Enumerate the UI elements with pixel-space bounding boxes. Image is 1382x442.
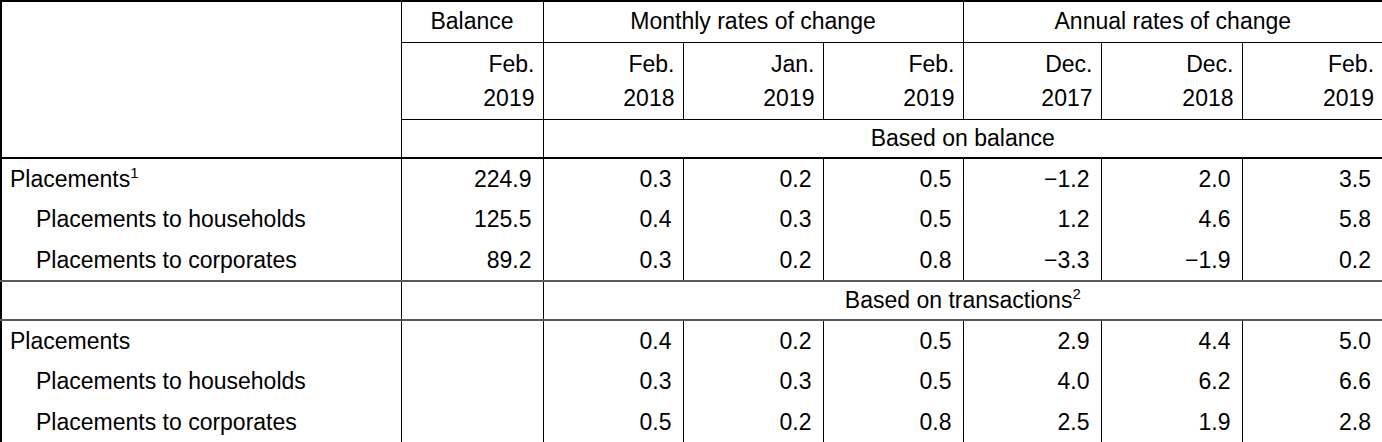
row-footnote-marker: 1 — [130, 164, 138, 181]
period-month: Feb. — [402, 47, 535, 81]
label-blank-cell — [1, 42, 401, 119]
value-cell: 0.2 — [683, 158, 823, 199]
period-month: Dec. — [1102, 47, 1234, 81]
row-label: Placements — [1, 320, 401, 361]
period-header-annual-2: Dec. 2018 — [1101, 42, 1242, 119]
corner-blank-cell — [1, 1, 401, 42]
value-cell: 0.8 — [823, 240, 963, 281]
label-blank-cell — [1, 119, 401, 158]
label-blank-cell — [1, 281, 401, 320]
table-row-households-transactions: Placements to households 0.3 0.3 0.5 4.0… — [1, 361, 1382, 402]
value-cell: 0.3 — [543, 158, 683, 199]
col-header-annual-group: Annual rates of change — [963, 1, 1382, 42]
value-cell: 0.2 — [683, 402, 823, 442]
value-cell: 0.5 — [543, 402, 683, 442]
row-label: Placements1 — [1, 158, 401, 199]
period-month: Feb. — [1243, 47, 1375, 81]
period-month: Feb. — [824, 47, 955, 81]
value-cell: 0.5 — [823, 320, 963, 361]
section-band-balance: Based on balance — [1, 119, 1382, 158]
value-cell: 2.9 — [963, 320, 1101, 361]
value-cell: 6.2 — [1101, 361, 1242, 402]
value-cell: 0.5 — [823, 361, 963, 402]
value-cell: 2.5 — [963, 402, 1101, 442]
row-label: Placements to households — [1, 361, 401, 402]
value-cell: −1.2 — [963, 158, 1101, 199]
value-cell: 6.6 — [1242, 361, 1382, 402]
period-header-balance: Feb. 2019 — [401, 42, 543, 119]
table-row-placements-balance: Placements1 224.9 0.3 0.2 0.5 −1.2 2.0 3… — [1, 158, 1382, 199]
section-band-label: Based on transactions2 — [543, 281, 1382, 320]
section-band-transactions: Based on transactions2 — [1, 281, 1382, 320]
period-year: 2018 — [544, 81, 675, 115]
value-cell: 1.9 — [1101, 402, 1242, 442]
header-row-periods: Feb. 2019 Feb. 2018 Jan. 2019 Feb. 2019 … — [1, 42, 1382, 119]
value-cell: 0.3 — [543, 240, 683, 281]
rates-of-change-table: Balance Monthly rates of change Annual r… — [0, 0, 1382, 442]
value-cell: 3.5 — [1242, 158, 1382, 199]
value-cell: 0.2 — [683, 240, 823, 281]
balance-cell — [401, 402, 543, 442]
period-month: Jan. — [684, 47, 815, 81]
period-header-monthly-1: Feb. 2018 — [543, 42, 683, 119]
period-header-monthly-3: Feb. 2019 — [823, 42, 963, 119]
table-row-corporates-balance: Placements to corporates 89.2 0.3 0.2 0.… — [1, 240, 1382, 281]
table-row-households-balance: Placements to households 125.5 0.4 0.3 0… — [1, 199, 1382, 240]
period-year: 2017 — [964, 81, 1093, 115]
value-cell: 2.0 — [1101, 158, 1242, 199]
balance-blank-cell — [401, 281, 543, 320]
row-label: Placements to households — [1, 199, 401, 240]
value-cell: −3.3 — [963, 240, 1101, 281]
value-cell: 0.8 — [823, 402, 963, 442]
value-cell: 0.5 — [823, 199, 963, 240]
band-text: Based on balance — [871, 125, 1055, 151]
value-cell: 0.4 — [543, 199, 683, 240]
value-cell: 4.0 — [963, 361, 1101, 402]
value-cell: 4.6 — [1101, 199, 1242, 240]
value-cell: −1.9 — [1101, 240, 1242, 281]
balance-cell: 224.9 — [401, 158, 543, 199]
value-cell: 1.2 — [963, 199, 1101, 240]
period-header-annual-1: Dec. 2017 — [963, 42, 1101, 119]
balance-blank-cell — [401, 119, 543, 158]
value-cell: 5.0 — [1242, 320, 1382, 361]
row-label: Placements to corporates — [1, 402, 401, 442]
period-year: 2019 — [684, 81, 815, 115]
value-cell: 0.2 — [1242, 240, 1382, 281]
value-cell: 0.3 — [683, 199, 823, 240]
balance-cell: 89.2 — [401, 240, 543, 281]
period-month: Dec. — [964, 47, 1093, 81]
value-cell: 2.8 — [1242, 402, 1382, 442]
period-month: Feb. — [544, 47, 675, 81]
row-label: Placements to corporates — [1, 240, 401, 281]
balance-cell — [401, 320, 543, 361]
value-cell: 0.5 — [823, 158, 963, 199]
balance-cell — [401, 361, 543, 402]
value-cell: 0.2 — [683, 320, 823, 361]
period-year: 2019 — [402, 81, 535, 115]
value-cell: 0.3 — [683, 361, 823, 402]
value-cell: 0.4 — [543, 320, 683, 361]
value-cell: 5.8 — [1242, 199, 1382, 240]
period-year: 2018 — [1102, 81, 1234, 115]
period-header-monthly-2: Jan. 2019 — [683, 42, 823, 119]
period-year: 2019 — [1243, 81, 1375, 115]
col-header-monthly-group: Monthly rates of change — [543, 1, 963, 42]
band-footnote-marker: 2 — [1072, 285, 1080, 302]
value-cell: 0.3 — [543, 361, 683, 402]
value-cell: 4.4 — [1101, 320, 1242, 361]
period-header-annual-3: Feb. 2019 — [1242, 42, 1382, 119]
table-row-placements-transactions: Placements 0.4 0.2 0.5 2.9 4.4 5.0 — [1, 320, 1382, 361]
balance-cell: 125.5 — [401, 199, 543, 240]
section-band-label: Based on balance — [543, 119, 1382, 158]
period-year: 2019 — [824, 81, 955, 115]
header-row-groups: Balance Monthly rates of change Annual r… — [1, 1, 1382, 42]
col-header-balance: Balance — [401, 1, 543, 42]
band-text: Based on transactions — [845, 287, 1073, 313]
table-row-corporates-transactions: Placements to corporates 0.5 0.2 0.8 2.5… — [1, 402, 1382, 442]
